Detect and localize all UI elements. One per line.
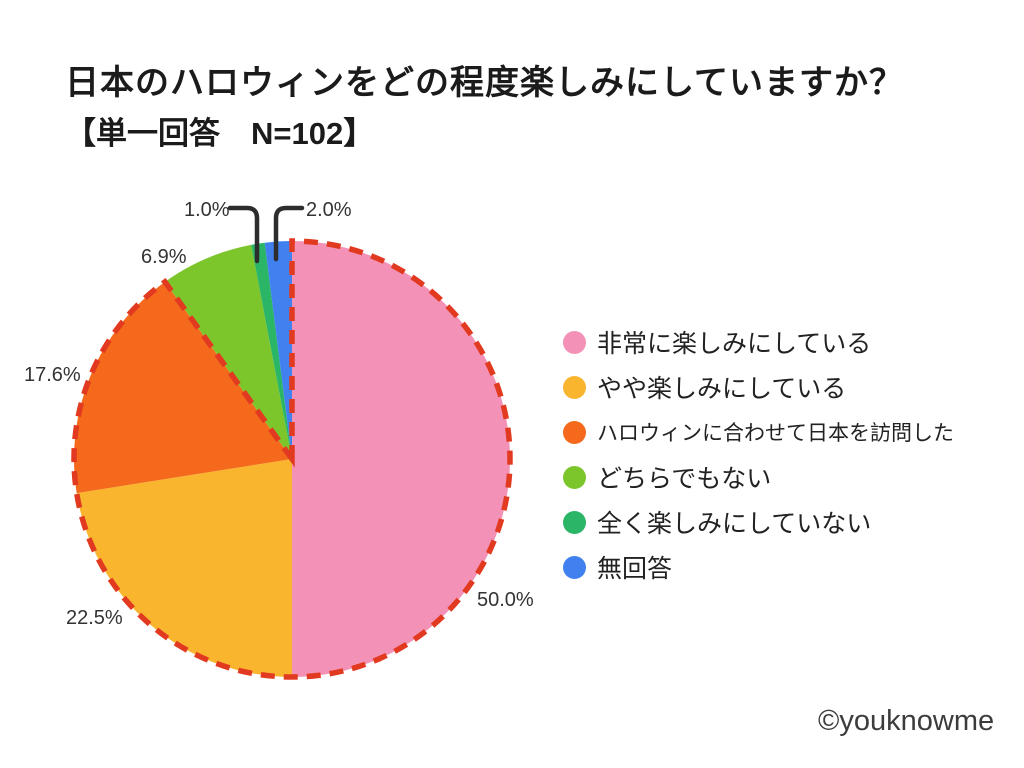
- legend-label: どちらでもない: [597, 465, 772, 493]
- chart-title: 日本のハロウィンをどの程度楽しみにしていますか？: [65, 64, 904, 102]
- pct-label-slice-3: 17.6%: [24, 364, 81, 386]
- legend-label: 非常に楽しみにしている: [597, 330, 872, 358]
- legend-label: ハロウィンに合わせて日本を訪問した: [597, 422, 954, 445]
- legend-dot-icon: [563, 420, 586, 444]
- pct-label-slice-5: 1.0%: [184, 199, 230, 221]
- copyright: ©youknowme: [818, 705, 995, 737]
- legend-item-5: 全く楽しみにしていない: [563, 510, 954, 538]
- legend-item-6: 無回答: [563, 555, 954, 583]
- legend-item-2: やや楽しみにしている: [563, 375, 954, 403]
- legend-dot-icon: [563, 330, 586, 354]
- pie-slice-4: [164, 244, 292, 459]
- legend-item-4: どちらでもない: [563, 465, 954, 493]
- legend-dot-icon: [563, 510, 586, 534]
- pct-label-slice-1: 50.0%: [477, 589, 534, 611]
- pie-highlight-outline: [71, 238, 513, 680]
- callout-line-1-percent: [227, 205, 260, 264]
- legend-item-3: ハロウィンに合わせて日本を訪問した: [563, 420, 954, 445]
- legend-item-1: 非常に楽しみにしている: [563, 330, 954, 358]
- highlight-dashed-border: [71, 238, 513, 680]
- callout-line-2-percent: [273, 205, 305, 262]
- legend-label: 無回答: [597, 555, 673, 583]
- chart-subtitle: 【単一回答 N=102】: [65, 116, 375, 151]
- legend-label: 全く楽しみにしていない: [597, 510, 872, 538]
- legend-dot-icon: [563, 375, 586, 399]
- pie-slice-5: [251, 242, 292, 459]
- legend-dot-icon: [563, 555, 586, 579]
- pct-label-slice-2: 22.5%: [66, 607, 123, 629]
- legend-label: やや楽しみにしている: [597, 375, 847, 403]
- legend: 非常に楽しみにしている やや楽しみにしている ハロウィンに合わせて日本を訪問した…: [563, 330, 954, 583]
- pie-slice-1: [292, 241, 510, 677]
- pct-label-slice-6: 2.0%: [306, 199, 352, 221]
- pie-slice-6: [264, 241, 292, 459]
- pie-slice-2: [76, 459, 292, 677]
- legend-dot-icon: [563, 465, 586, 489]
- pie-slices: [74, 241, 510, 677]
- pie-slice-3: [74, 281, 292, 494]
- pct-label-slice-4: 6.9%: [141, 246, 187, 268]
